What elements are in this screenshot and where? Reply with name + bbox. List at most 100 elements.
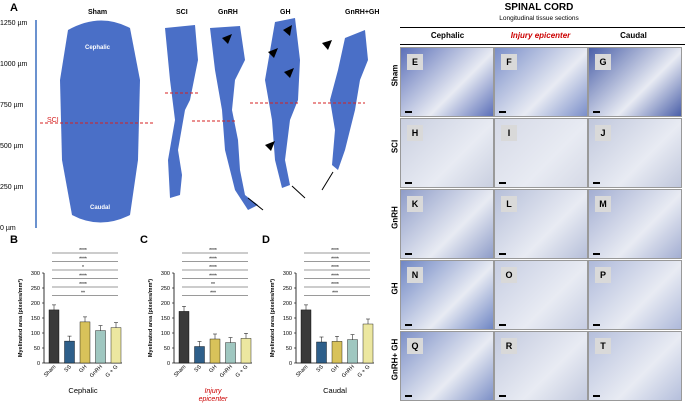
- row-label: GnRH: [390, 206, 400, 229]
- x-tick-label: G + G: [105, 364, 120, 379]
- micrograph-cell: T: [588, 331, 682, 401]
- bar: [240, 338, 252, 364]
- a-yaxis-tick: 250 µm: [0, 184, 24, 191]
- micrograph-letter: L: [501, 196, 517, 212]
- micrograph-cell: N: [400, 260, 494, 330]
- y-tick-label: 50: [286, 346, 292, 352]
- sig-label: ****: [79, 257, 87, 263]
- micrograph-cell: F: [494, 47, 588, 117]
- x-tick-label: GH: [208, 364, 218, 374]
- sig-label: ****: [331, 257, 339, 263]
- arrowhead-icon: [268, 48, 278, 58]
- y-tick-label: 0: [289, 361, 292, 367]
- sci-marker: SCI: [47, 117, 59, 124]
- scale-bar: [593, 324, 600, 326]
- sig-label: ****: [209, 257, 217, 263]
- col-header-cephalic: Cephalic: [430, 31, 465, 40]
- y-tick-label: 200: [161, 301, 170, 307]
- sham-tissue: [60, 20, 140, 223]
- sig-label: *: [82, 265, 84, 271]
- group-label: GnRH: [218, 9, 238, 16]
- micrograph-cell: M: [588, 189, 682, 259]
- sig-label: ****: [209, 248, 217, 254]
- y-tick-label: 300: [161, 271, 170, 277]
- sig-label: ****: [331, 248, 339, 254]
- gnrh-gh-tissue: [330, 30, 368, 170]
- sig-label: ****: [79, 282, 87, 288]
- sig-label: ****: [209, 265, 217, 271]
- group-label: GnRH+GH: [345, 9, 380, 16]
- micrograph-cell: R: [494, 331, 588, 401]
- scale-bar: [593, 111, 600, 113]
- panel-d-letter: D: [262, 234, 270, 246]
- bar: [331, 341, 343, 364]
- x-tick-label: Sham: [173, 364, 188, 379]
- y-tick-label: 100: [283, 331, 292, 337]
- col-header-caudal: Caudal: [620, 31, 647, 40]
- scale-bar: [405, 395, 412, 397]
- micrograph-letter: I: [501, 125, 517, 141]
- bar: [316, 341, 327, 364]
- micrograph-letter: T: [595, 338, 611, 354]
- grid-subtitle: Longitudinal tissue sections: [499, 15, 579, 22]
- scale-bar: [405, 111, 412, 113]
- micrograph-letter: K: [407, 196, 423, 212]
- row-label: GnRH+ GH: [390, 338, 400, 381]
- micrograph-cell: L: [494, 189, 588, 259]
- caudal-label: Caudal: [90, 205, 111, 211]
- x-tick-label: Sham: [43, 364, 58, 379]
- chart-c: 0 50 100 150 200 250 300 Myelinated area (pixel…: [147, 248, 252, 403]
- y-tick-label: 300: [31, 271, 40, 277]
- bar: [225, 342, 236, 364]
- arrowhead-icon: [283, 25, 292, 36]
- group-label: Sham: [88, 9, 108, 16]
- group-label: SCI: [176, 9, 188, 16]
- y-tick-label: 100: [161, 331, 170, 337]
- scale-bar: [405, 253, 412, 255]
- bar: [300, 309, 312, 364]
- sig-label: ****: [331, 282, 339, 288]
- micrograph-letter: M: [595, 196, 611, 212]
- x-tick-label: SS: [63, 364, 73, 374]
- micrograph-cell: J: [588, 118, 682, 188]
- sig-label: ****: [209, 274, 217, 280]
- arrowhead-icon: [265, 141, 275, 151]
- y-tick-label: 300: [283, 271, 292, 277]
- cephalic-label: Cephalic: [85, 45, 111, 51]
- x-tick-label: GH: [78, 364, 88, 374]
- scale-bar: [593, 395, 600, 397]
- x-axis-label: Injury epicenter: [199, 388, 228, 403]
- bar: [64, 340, 75, 364]
- micrograph-letter: H: [407, 125, 423, 141]
- y-tick-label: 250: [283, 286, 292, 292]
- y-tick-label: 0: [37, 361, 40, 367]
- y-tick-label: 150: [161, 316, 170, 322]
- micrograph-letter: O: [501, 267, 517, 283]
- micrograph-cell: G: [588, 47, 682, 117]
- y-tick-label: 50: [164, 346, 170, 352]
- micrograph-letter: N: [407, 267, 423, 283]
- y-tick-label: 150: [31, 316, 40, 322]
- grid-title: SPINAL CORD: [504, 2, 574, 13]
- micrograph-letter: R: [501, 338, 517, 354]
- micrograph-cell: P: [588, 260, 682, 330]
- micrograph-letter: Q: [407, 338, 423, 354]
- x-tick-label: GnRH: [341, 364, 356, 379]
- gnrh-tissue: [210, 26, 258, 210]
- y-tick-label: 150: [283, 316, 292, 322]
- row-label: Sham: [390, 64, 400, 87]
- panel-b-letter: B: [10, 234, 18, 246]
- panel-c-letter: C: [140, 234, 148, 246]
- a-yaxis-tick: 1250 µm: [0, 20, 28, 27]
- scale-bar: [499, 111, 506, 113]
- micrograph-letter: J: [595, 125, 611, 141]
- micrograph-letter: P: [595, 267, 611, 283]
- x-axis-label: Caudal: [323, 386, 347, 395]
- x-axis-label: Cephalic: [68, 386, 97, 395]
- x-tick-label: GnRH: [89, 364, 104, 379]
- y-tick-label: 50: [34, 346, 40, 352]
- micrograph-letter: E: [407, 54, 423, 70]
- a-yaxis-tick: 0 µm: [0, 225, 16, 232]
- micrograph-cell: I: [494, 118, 588, 188]
- a-yaxis-tick: 1000 µm: [0, 61, 28, 68]
